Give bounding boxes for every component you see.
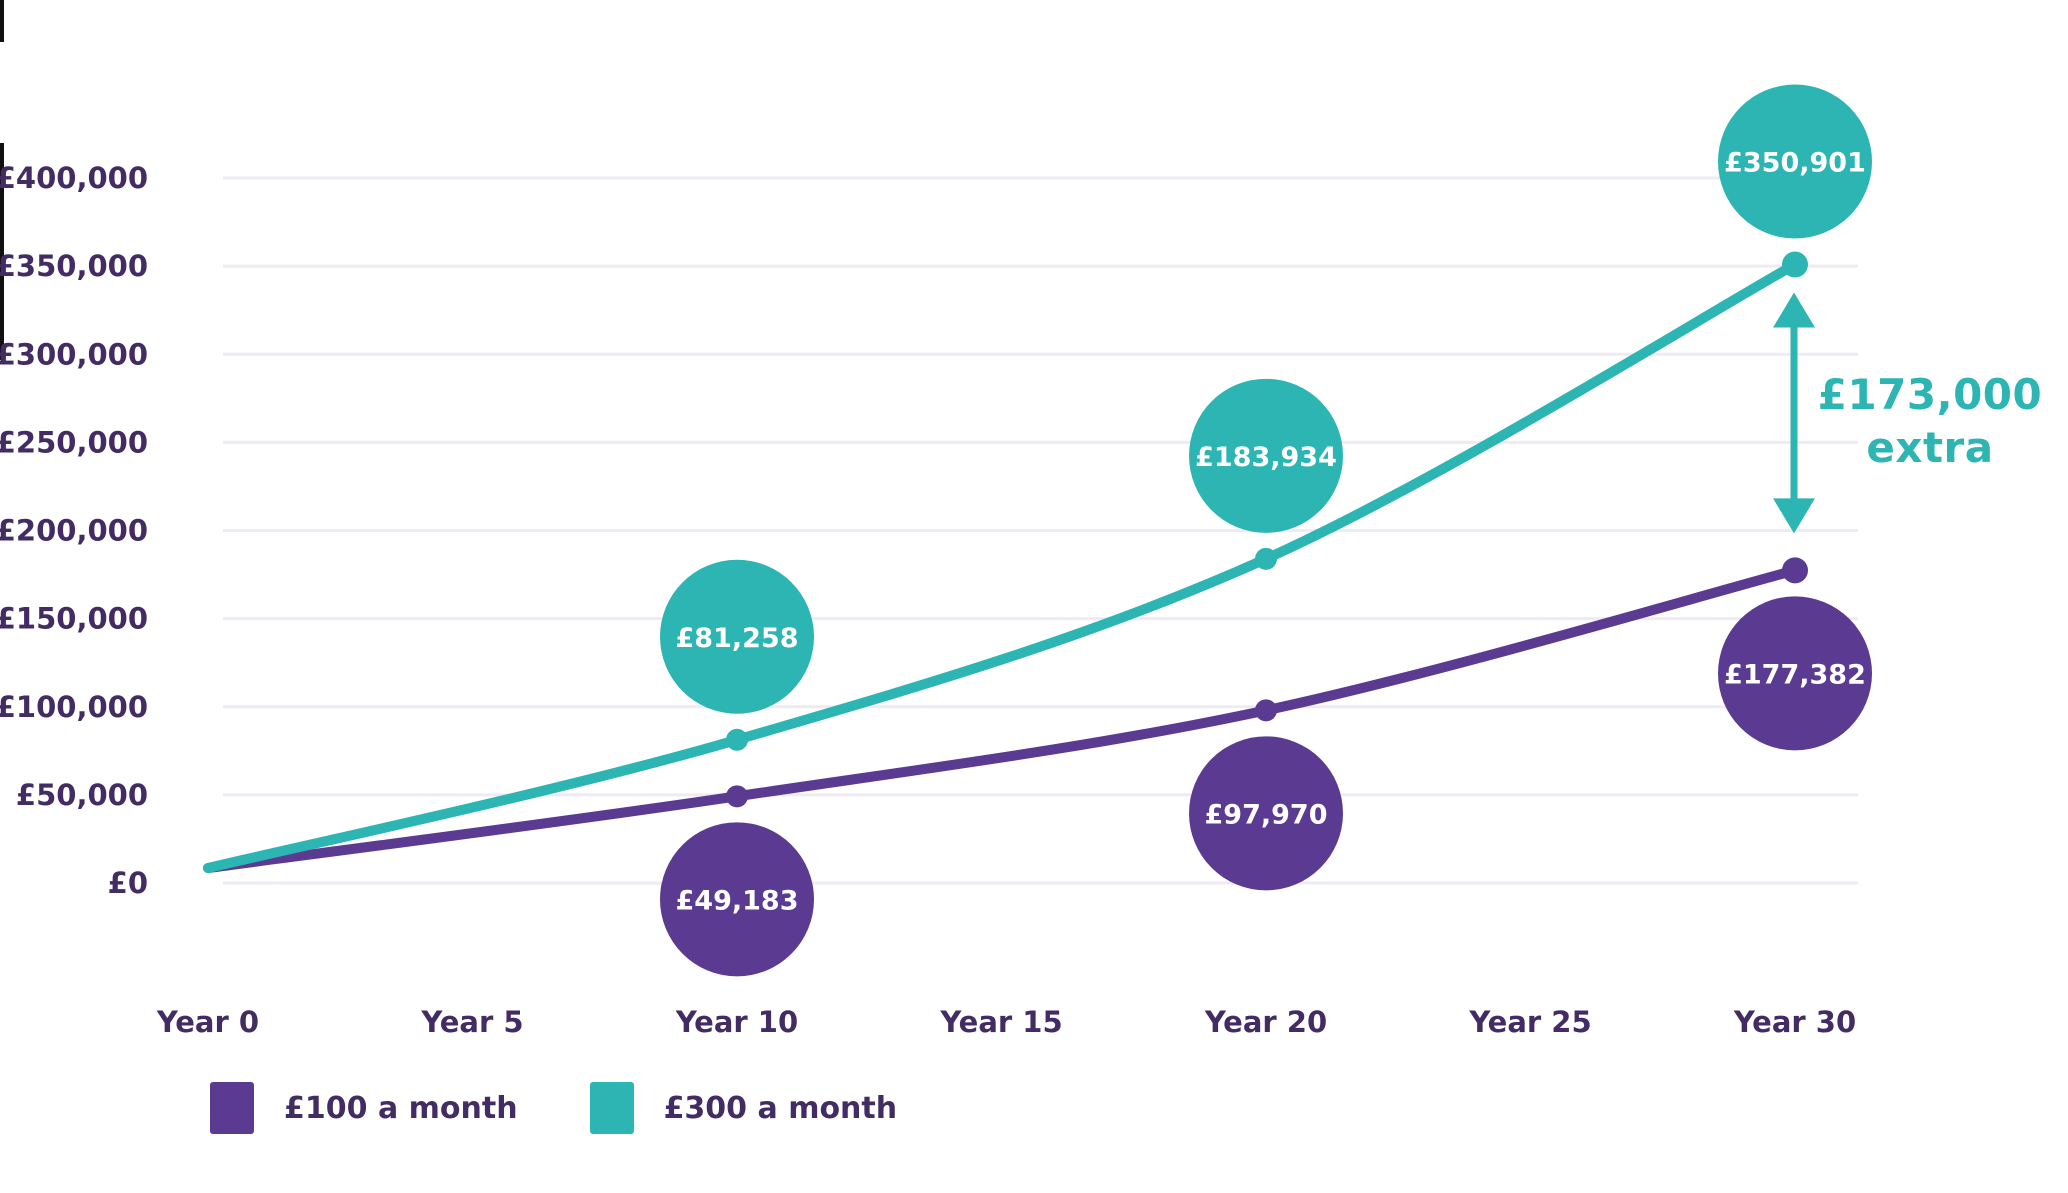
legend-item-100-a-month: £100 a month bbox=[210, 1082, 518, 1134]
x-axis-tick-label: Year 25 bbox=[1468, 1005, 1591, 1039]
x-axis-tick-label: Year 20 bbox=[1204, 1005, 1327, 1039]
difference-arrow-up-icon bbox=[1773, 292, 1815, 328]
chart-legend: £100 a month £300 a month bbox=[210, 1082, 897, 1134]
value-bubble-label: £97,970 bbox=[1205, 799, 1328, 830]
value-bubble-label: £49,183 bbox=[676, 885, 799, 916]
x-axis-tick-label: Year 30 bbox=[1733, 1005, 1856, 1039]
x-axis-tick-label: Year 10 bbox=[675, 1005, 798, 1039]
data-point-marker bbox=[726, 728, 748, 751]
y-axis-tick-label: £200,000 bbox=[0, 514, 148, 548]
y-axis-tick-label: £100,000 bbox=[0, 690, 148, 724]
data-point-marker bbox=[1782, 557, 1808, 584]
y-axis-tick-label: £250,000 bbox=[0, 425, 148, 459]
value-bubble bbox=[1718, 84, 1872, 239]
legend-label-100: £100 a month bbox=[284, 1090, 518, 1126]
data-point-marker bbox=[726, 785, 748, 808]
series-line bbox=[203, 565, 1800, 874]
value-bubble bbox=[660, 822, 814, 977]
difference-annotation-line2: extra bbox=[1866, 423, 1994, 472]
legend-swatch-300-icon bbox=[589, 1082, 634, 1134]
y-axis-tick-label: £400,000 bbox=[0, 161, 148, 195]
y-axis-tick-label: £150,000 bbox=[0, 602, 148, 636]
value-bubble bbox=[1189, 736, 1343, 891]
difference-arrow-down-icon bbox=[1773, 498, 1815, 534]
difference-annotation-line1: £173,000 bbox=[1817, 370, 2043, 419]
x-axis-tick-label: Year 5 bbox=[420, 1005, 523, 1039]
y-axis-tick-label: £350,000 bbox=[0, 249, 148, 283]
legend-item-300-a-month: £300 a month bbox=[589, 1082, 898, 1134]
series-line bbox=[203, 259, 1800, 874]
legend-label-300: £300 a month bbox=[663, 1090, 898, 1126]
value-bubble bbox=[1189, 378, 1343, 533]
value-bubble bbox=[1718, 596, 1872, 751]
x-axis-tick-label: Year 0 bbox=[156, 1005, 259, 1039]
data-point-marker bbox=[1255, 699, 1277, 722]
data-point-marker bbox=[1782, 251, 1808, 278]
value-bubble-label: £81,258 bbox=[676, 623, 799, 654]
value-bubble-label: £183,934 bbox=[1195, 442, 1337, 473]
data-point-marker bbox=[1255, 547, 1277, 570]
value-bubble-label: £350,901 bbox=[1724, 148, 1866, 179]
screen-edge-artifact-top bbox=[0, 0, 4, 42]
screen-edge-artifact-mid bbox=[0, 143, 4, 360]
value-bubble bbox=[660, 559, 814, 714]
x-axis-tick-label: Year 15 bbox=[939, 1005, 1062, 1039]
value-bubble-label: £177,382 bbox=[1724, 659, 1866, 690]
legend-swatch-100-icon bbox=[210, 1082, 254, 1134]
y-axis-tick-label: £300,000 bbox=[0, 337, 148, 371]
y-axis-tick-label: £0 bbox=[108, 866, 148, 900]
y-axis-tick-label: £50,000 bbox=[16, 778, 148, 812]
difference-annotation: £173,000 extra bbox=[1790, 368, 2068, 474]
